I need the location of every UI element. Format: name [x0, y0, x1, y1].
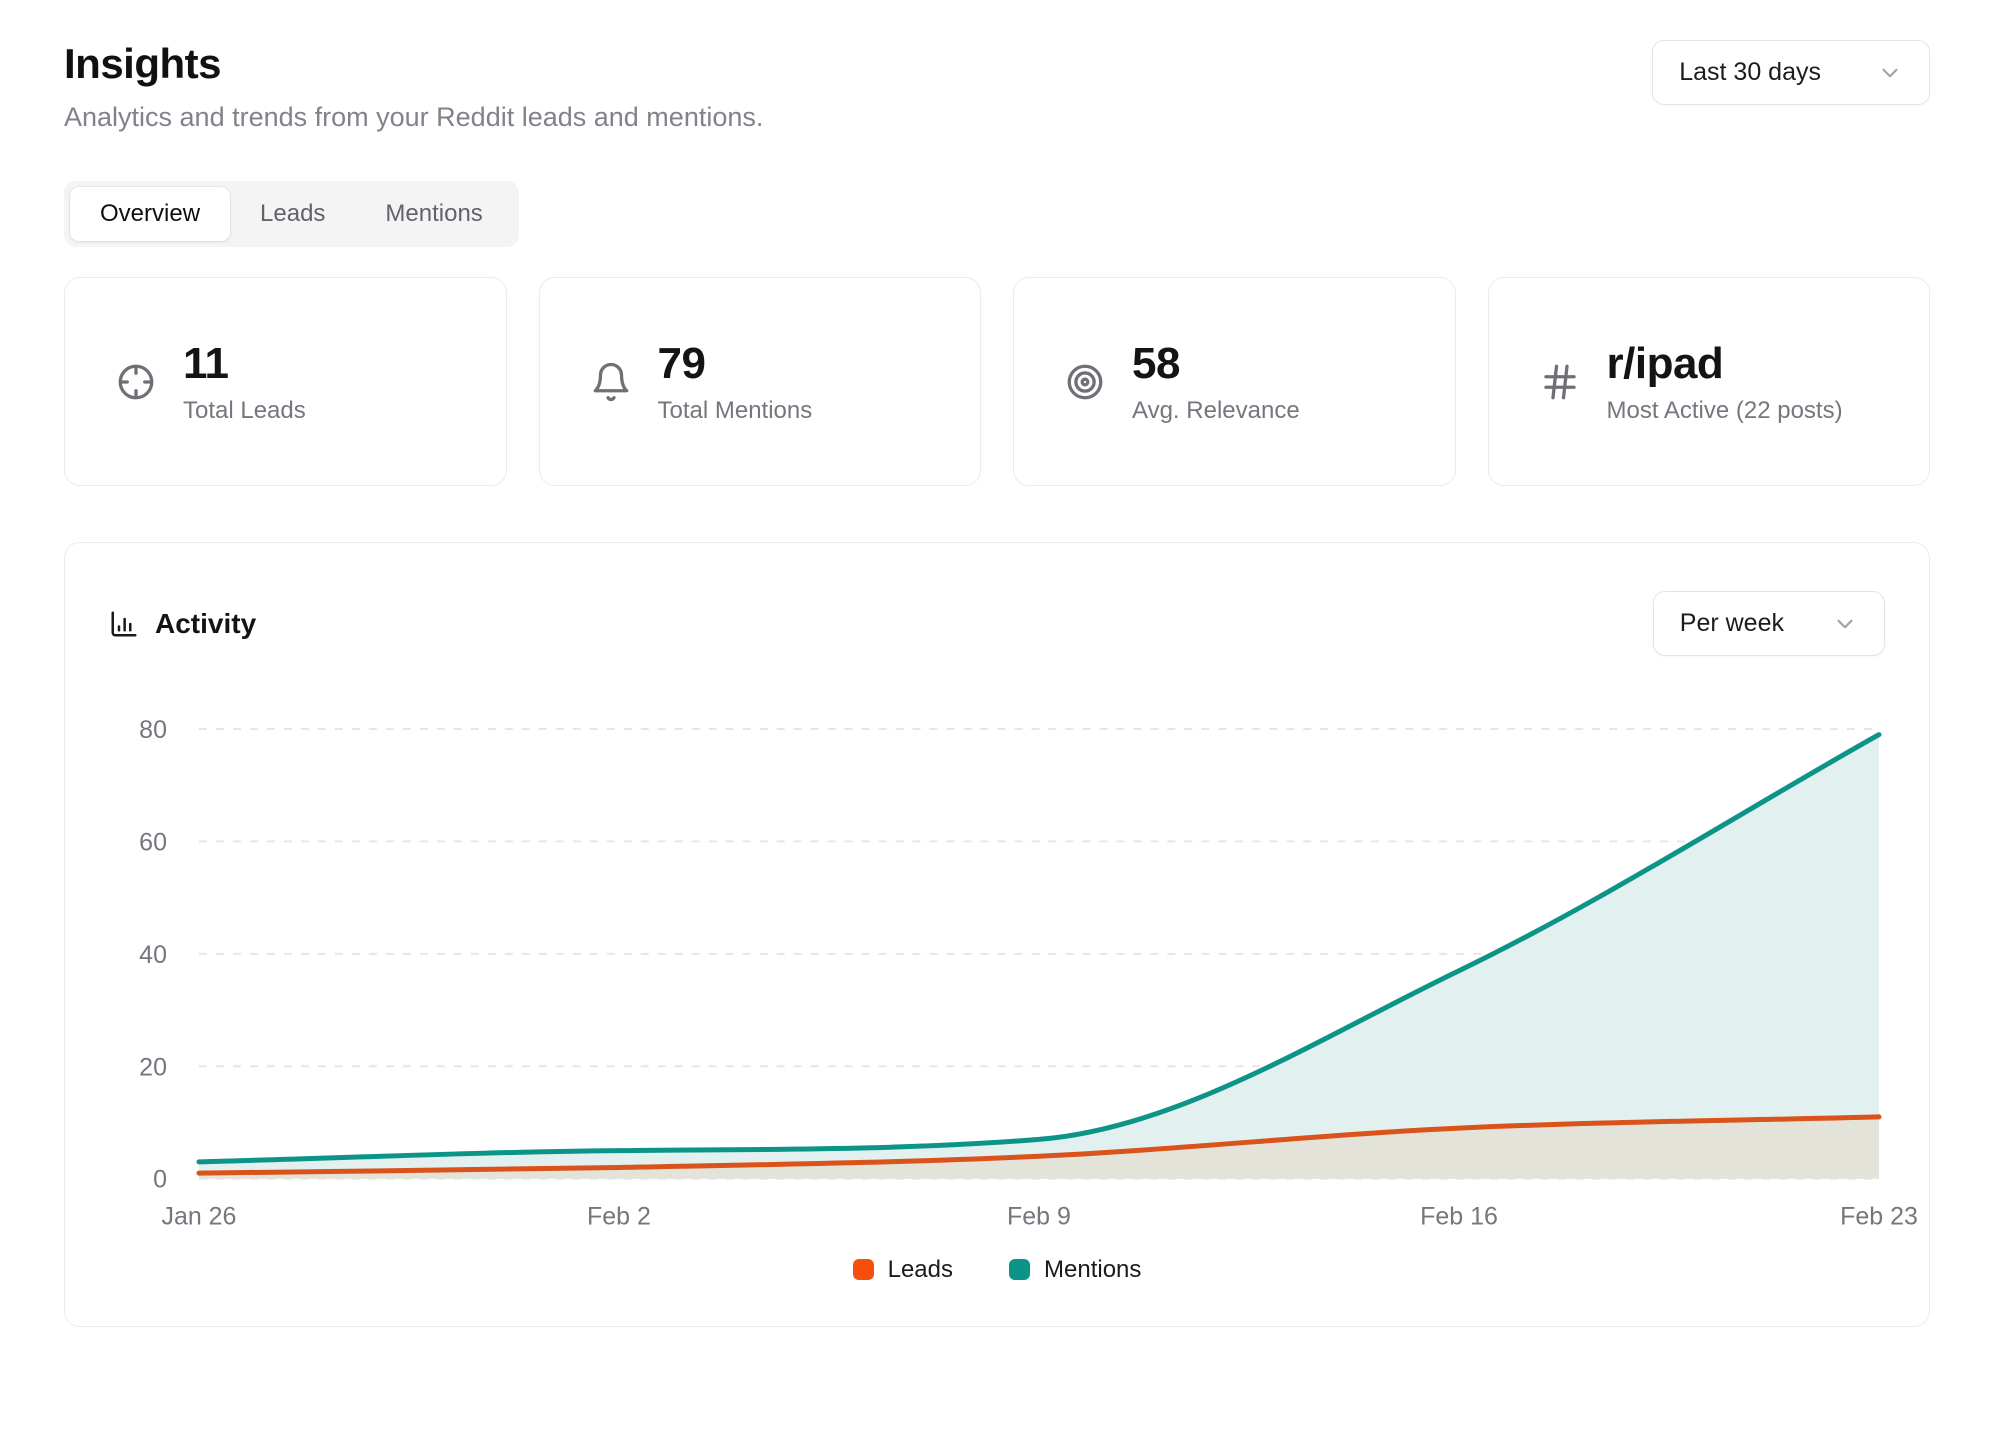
activity-title: Activity: [155, 607, 257, 639]
page-header-text: Insights Analytics and trends from your …: [64, 40, 763, 133]
activity-chart: 0 20 40 60 80 Jan 26 Feb 2 Feb 9 Feb 16 Feb 23: [65, 682, 1929, 1238]
leads-swatch: [852, 1259, 874, 1281]
stat-label-total-leads: Total Leads: [183, 396, 306, 424]
interval-select[interactable]: Per week: [1652, 591, 1885, 656]
svg-text:Feb 23: Feb 23: [1840, 1203, 1918, 1231]
svg-text:Feb 9: Feb 9: [1007, 1203, 1071, 1231]
activity-card: Activity Per week 0 20 40 60 80 Jan 26 Feb 2 Fe…: [64, 542, 1930, 1327]
stat-card-avg-relevance: 58 Avg. Relevance: [1013, 277, 1456, 486]
legend-label-mentions: Mentions: [1044, 1255, 1142, 1283]
svg-text:40: 40: [139, 941, 167, 969]
hash-icon: [1539, 361, 1581, 403]
insights-tabs: Overview Leads Mentions: [64, 181, 519, 247]
stat-value-most-active: r/ipad: [1606, 338, 1724, 388]
chevron-down-icon: [1832, 611, 1858, 637]
stat-card-most-active: r/ipad Most Active (22 posts): [1487, 277, 1930, 486]
interval-value: Per week: [1679, 609, 1784, 637]
svg-text:0: 0: [153, 1166, 167, 1194]
bar-chart-icon: [109, 609, 139, 639]
svg-text:Jan 26: Jan 26: [161, 1203, 236, 1231]
stat-label-total-mentions: Total Mentions: [657, 396, 813, 424]
svg-text:60: 60: [139, 828, 167, 856]
activity-chart-svg: 0 20 40 60 80 Jan 26 Feb 2 Feb 9 Feb 16 Feb 23: [139, 716, 1918, 1231]
legend-item-mentions: Mentions: [1009, 1256, 1141, 1284]
tab-overview[interactable]: Overview: [70, 187, 231, 241]
page-subtitle: Analytics and trends from your Reddit le…: [64, 102, 764, 132]
stat-body: 58 Avg. Relevance: [1132, 339, 1300, 425]
page-title: Insights: [64, 40, 222, 87]
target-icon: [1064, 361, 1106, 403]
stat-card-total-leads: 11 Total Leads: [64, 277, 507, 486]
svg-text:20: 20: [139, 1053, 167, 1081]
legend-item-leads: Leads: [852, 1255, 953, 1284]
stat-label-most-active: Most Active (22 posts): [1606, 396, 1843, 424]
page-header: Insights Analytics and trends from your …: [64, 40, 1930, 133]
stat-body: 11 Total Leads: [183, 339, 306, 425]
insights-page: Insights Analytics and trends from your …: [64, 40, 1930, 1327]
legend-label-leads: Leads: [887, 1255, 953, 1283]
date-range-value: Last 30 days: [1679, 58, 1821, 86]
stat-body: r/ipad Most Active (22 posts): [1607, 339, 1843, 425]
chart-legend: Leads Mentions: [65, 1256, 1929, 1284]
tab-mentions[interactable]: Mentions: [385, 200, 483, 227]
stat-card-total-mentions: 79 Total Mentions: [538, 277, 981, 486]
activity-title-wrap: Activity: [109, 608, 256, 640]
bell-icon: [590, 361, 632, 403]
crosshair-icon: [115, 361, 157, 403]
stat-value-total-leads: 11: [183, 338, 229, 388]
stats-row: 11 Total Leads 79 Total Mentions: [64, 277, 1930, 486]
tab-leads[interactable]: Leads: [260, 200, 326, 227]
svg-text:80: 80: [139, 716, 167, 744]
stat-body: 79 Total Mentions: [658, 339, 813, 425]
stat-value-total-mentions: 79: [657, 338, 706, 388]
chevron-down-icon: [1877, 60, 1903, 86]
date-range-select[interactable]: Last 30 days: [1652, 40, 1930, 105]
mentions-swatch: [1009, 1259, 1030, 1281]
activity-header: Activity Per week: [65, 591, 1929, 656]
svg-text:Feb 2: Feb 2: [587, 1203, 651, 1231]
stat-value-avg-relevance: 58: [1132, 338, 1180, 388]
svg-text:Feb 16: Feb 16: [1420, 1203, 1498, 1231]
stat-label-avg-relevance: Avg. Relevance: [1132, 396, 1300, 424]
